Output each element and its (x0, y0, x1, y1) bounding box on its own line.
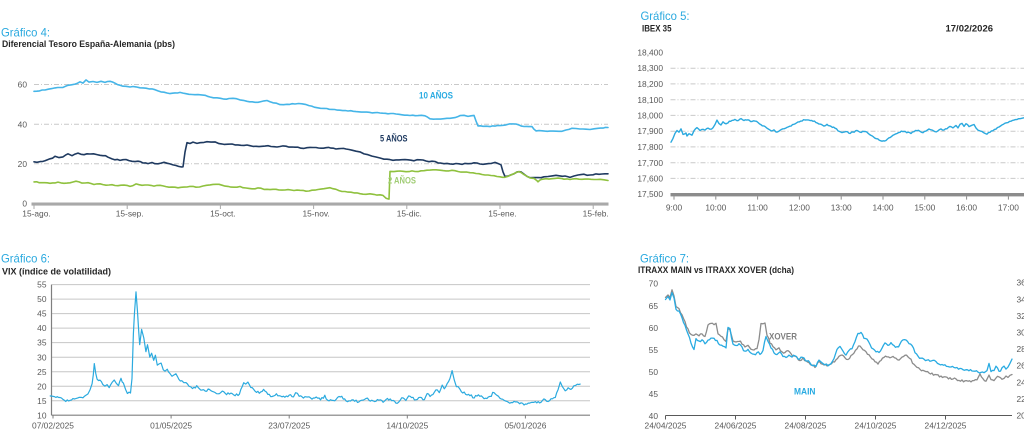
svg-text:5 AÑOS: 5 AÑOS (380, 133, 408, 143)
svg-text:15-sep.: 15-sep. (116, 209, 144, 219)
svg-text:18,400: 18,400 (637, 48, 663, 58)
svg-text:IBEX 35: IBEX 35 (642, 24, 672, 34)
svg-text:20: 20 (37, 381, 47, 391)
svg-text:220: 220 (1017, 394, 1024, 404)
svg-text:10:00: 10:00 (705, 203, 726, 213)
svg-text:18,100: 18,100 (637, 95, 663, 105)
svg-text:07/02/2025: 07/02/2025 (32, 420, 74, 430)
svg-text:15: 15 (37, 396, 47, 406)
svg-text:17,900: 17,900 (637, 126, 663, 136)
svg-text:10: 10 (37, 410, 47, 420)
svg-text:17,500: 17,500 (637, 189, 663, 199)
svg-text:15-dic.: 15-dic. (397, 209, 422, 219)
svg-text:45: 45 (649, 389, 659, 399)
svg-text:55: 55 (649, 345, 659, 355)
svg-text:Gráfico 5:: Gráfico 5: (641, 9, 690, 23)
svg-text:15:00: 15:00 (914, 203, 935, 213)
svg-text:17/02/2026: 17/02/2026 (946, 24, 994, 34)
svg-text:11:00: 11:00 (747, 203, 768, 213)
svg-text:280: 280 (1017, 344, 1024, 354)
svg-text:360: 360 (1017, 278, 1024, 288)
svg-text:24/08/2025: 24/08/2025 (785, 420, 827, 430)
svg-text:240: 240 (1017, 377, 1024, 387)
svg-text:30: 30 (37, 352, 47, 362)
svg-text:17,700: 17,700 (637, 158, 663, 168)
svg-text:15-ago.: 15-ago. (22, 209, 50, 219)
svg-text:23/07/2025: 23/07/2025 (268, 420, 310, 430)
svg-text:60: 60 (18, 80, 28, 90)
svg-text:18,000: 18,000 (637, 111, 663, 121)
svg-text:17,800: 17,800 (637, 142, 663, 152)
svg-text:24/04/2025: 24/04/2025 (645, 420, 687, 430)
svg-text:260: 260 (1017, 361, 1024, 371)
svg-text:65: 65 (649, 301, 659, 311)
svg-text:16:00: 16:00 (956, 203, 977, 213)
svg-text:300: 300 (1017, 328, 1024, 338)
svg-text:01/05/2025: 01/05/2025 (150, 420, 192, 430)
svg-text:200: 200 (1017, 411, 1024, 421)
svg-text:24/06/2025: 24/06/2025 (715, 420, 757, 430)
svg-text:15-ene.: 15-ene. (488, 209, 516, 219)
svg-text:12:00: 12:00 (789, 203, 810, 213)
svg-text:40: 40 (18, 119, 28, 129)
svg-text:VIX (índice de volatilidad): VIX (índice de volatilidad) (2, 267, 111, 277)
svg-text:50: 50 (649, 367, 659, 377)
svg-text:MAIN: MAIN (794, 387, 816, 397)
svg-text:17:00: 17:00 (998, 203, 1019, 213)
svg-text:Diferencial Tesoro España-Alem: Diferencial Tesoro España-Alemania (pbs) (2, 39, 175, 49)
svg-text:40: 40 (649, 411, 659, 421)
svg-text:25: 25 (37, 367, 47, 377)
svg-text:9:00: 9:00 (666, 203, 683, 213)
svg-text:40: 40 (37, 323, 47, 333)
svg-text:05/01/2026: 05/01/2026 (504, 420, 546, 430)
svg-text:340: 340 (1017, 294, 1024, 304)
svg-text:XOVER: XOVER (769, 331, 797, 341)
svg-text:60: 60 (649, 323, 659, 333)
svg-text:14/10/2025: 14/10/2025 (386, 420, 428, 430)
svg-text:18,300: 18,300 (637, 63, 663, 73)
svg-text:14:00: 14:00 (873, 203, 894, 213)
svg-text:15-feb.: 15-feb. (583, 209, 609, 219)
svg-text:45: 45 (37, 309, 47, 319)
svg-text:24/10/2025: 24/10/2025 (855, 420, 897, 430)
svg-text:Gráfico 7:: Gráfico 7: (640, 252, 689, 266)
svg-text:20: 20 (18, 159, 28, 169)
svg-text:50: 50 (37, 294, 47, 304)
svg-text:Gráfico 4:: Gráfico 4: (1, 26, 50, 40)
svg-text:15-nov.: 15-nov. (302, 209, 329, 219)
svg-text:70: 70 (649, 279, 659, 289)
svg-text:10 AÑOS: 10 AÑOS (419, 91, 453, 101)
svg-text:15-oct.: 15-oct. (210, 209, 236, 219)
svg-text:ITRAXX MAIN vs ITRAXX XOVER (d: ITRAXX MAIN vs ITRAXX XOVER (dcha) (638, 265, 794, 275)
svg-text:55: 55 (37, 280, 47, 290)
svg-text:17,600: 17,600 (637, 174, 663, 184)
svg-text:18,200: 18,200 (637, 79, 663, 89)
svg-text:Gráfico 6:: Gráfico 6: (1, 252, 50, 266)
svg-text:35: 35 (37, 338, 47, 348)
svg-text:13:00: 13:00 (831, 203, 852, 213)
svg-text:2 AÑOS: 2 AÑOS (388, 176, 416, 186)
svg-text:320: 320 (1017, 311, 1024, 321)
svg-text:24/12/2025: 24/12/2025 (925, 420, 967, 430)
svg-text:0: 0 (22, 199, 27, 209)
